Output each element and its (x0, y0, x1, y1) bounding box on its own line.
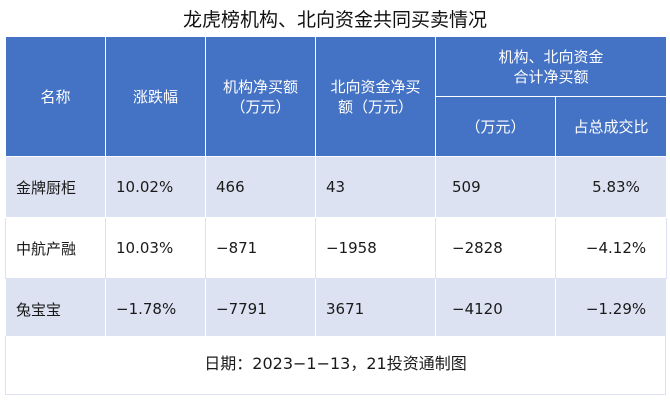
cell-inst-net: 466 (205, 156, 316, 218)
table-row: 金牌厨柜 10.02% 466 43 509 5.83% (5, 156, 668, 218)
cell-combined-amount: −4120 (435, 278, 556, 340)
cell-north-net: 3671 (315, 278, 436, 340)
header-combined-group: 机构、北向资金合计净买额 (434, 36, 668, 97)
table-row: 兔宝宝 −1.78% −7791 3671 −4120 −1.29% (5, 278, 668, 340)
data-table: 名称 涨跌幅 机构净买额（万元） 北向资金净买额（万元） 机构、北向资金合计净买… (5, 36, 668, 340)
cell-inst-net: −871 (205, 217, 316, 279)
header-inst-net: 机构净买额（万元） (205, 36, 316, 157)
cell-change: −1.78% (105, 278, 206, 340)
cell-change: 10.02% (105, 156, 206, 218)
cell-change: 10.03% (105, 217, 206, 279)
cell-combined-ratio: −4.12% (554, 217, 668, 279)
cell-combined-amount: −2828 (435, 217, 556, 279)
cell-inst-net: −7791 (205, 278, 316, 340)
cell-name: 金牌厨柜 (5, 156, 106, 218)
header-combined-ratio: 占总成交比 (554, 96, 668, 157)
cell-north-net: −1958 (315, 217, 436, 279)
header-north-net: 北向资金净买额（万元） (315, 36, 436, 157)
header-change: 涨跌幅 (105, 36, 206, 157)
cell-name: 中航产融 (5, 217, 106, 279)
cell-combined-ratio: −1.29% (554, 278, 668, 340)
cell-combined-ratio: 5.83% (554, 156, 668, 218)
cell-name: 兔宝宝 (5, 278, 106, 340)
cell-combined-amount: 509 (435, 156, 556, 218)
table-title: 龙虎榜机构、北向资金共同买卖情况 (182, 9, 487, 31)
header-combined-amount: （万元） (435, 96, 556, 157)
cell-north-net: 43 (315, 156, 436, 218)
header-name: 名称 (5, 36, 106, 157)
footer-caption: 日期：2023−1−13，21投资通制图 (5, 336, 666, 395)
table-row: 中航产融 10.03% −871 −1958 −2828 −4.12% (5, 217, 668, 279)
